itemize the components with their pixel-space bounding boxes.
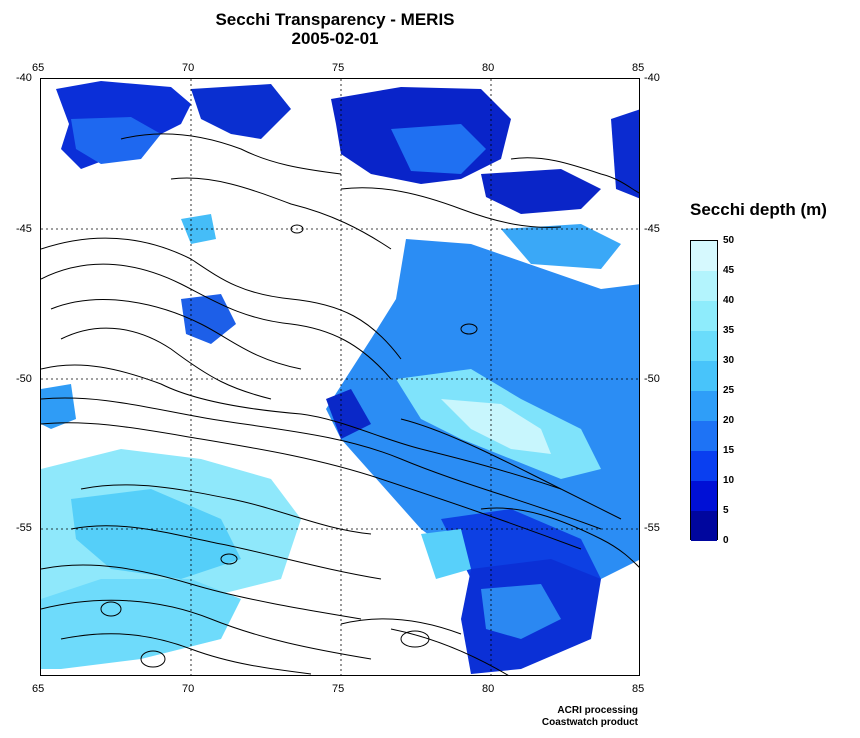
map-canvas[interactable] [40, 78, 640, 676]
colorbar-tick-15: 15 [723, 445, 735, 456]
y-tick-left-45: -45 [16, 223, 32, 235]
colorbar-tick-10: 10 [723, 475, 735, 486]
colorbar-tick-0: 0 [723, 535, 729, 546]
colorbar-tick-50: 50 [723, 235, 735, 246]
x-tick-top-85: 85 [632, 62, 645, 74]
colorbar-tick-35: 35 [723, 325, 735, 336]
colorbar-seg-10-15 [691, 451, 717, 481]
colorbar-seg-15-20 [691, 421, 717, 451]
y-tick-left-50: -50 [16, 373, 32, 385]
ocean-patch-lower-mid [421, 529, 471, 579]
x-tick-bottom-75: 75 [332, 683, 345, 695]
ocean-patch-top-right-2 [391, 124, 486, 174]
swath-dark-left [326, 389, 371, 439]
colorbar-seg-25-30 [691, 361, 717, 391]
gridlines [41, 79, 639, 675]
x-tick-bottom-65: 65 [32, 683, 45, 695]
colorbar-seg-30-35 [691, 331, 717, 361]
colorbar-seg-35-40 [691, 301, 717, 331]
colorbar-seg-0-5 [691, 511, 717, 541]
ocean-patch-top-left-2 [71, 117, 161, 164]
colorbar-tick-40: 40 [723, 295, 735, 306]
y-tick-right-45: -45 [644, 223, 660, 235]
credits: ACRI processing Coastwatch product [520, 705, 638, 729]
credits-processing: ACRI processing [557, 705, 638, 716]
x-tick-top-75: 75 [332, 62, 345, 74]
colorbar-seg-40-45 [691, 271, 717, 301]
ocean-patch-lower-right-2 [481, 584, 561, 639]
x-tick-bottom-85: 85 [632, 683, 645, 695]
ocean-patch-upper-mid [181, 214, 216, 244]
ocean-patch-left-small [41, 384, 76, 429]
x-tick-top-65: 65 [32, 62, 45, 74]
swath-bottom-left [41, 579, 241, 669]
map-svg [41, 79, 639, 675]
ocean-patch-top-mid [191, 84, 291, 139]
map-title-block: Secchi Transparency - MERIS 2005-02-01 [0, 10, 670, 48]
colorbar-tick-20: 20 [723, 415, 735, 426]
ocean-patch-top-right-3 [481, 169, 601, 214]
swath-blue-upper [501, 224, 621, 269]
swath-lighter-core [441, 399, 551, 454]
x-tick-top-80: 80 [482, 62, 495, 74]
credits-product: Coastwatch product [541, 717, 638, 728]
colorbar-tick-30: 30 [723, 355, 735, 366]
colorbar-tick-5: 5 [723, 505, 729, 516]
x-tick-top-70: 70 [182, 62, 195, 74]
ocean-patch-edge-right [611, 109, 639, 199]
colorbar-seg-45-50 [691, 241, 717, 271]
colorbar-tick-25: 25 [723, 385, 735, 396]
y-tick-left-55: -55 [16, 522, 32, 534]
y-tick-right-50: -50 [644, 373, 660, 385]
colorbar-seg-20-25 [691, 391, 717, 421]
y-tick-left-40: -40 [16, 72, 32, 84]
legend-title: Secchi depth (m) [690, 200, 827, 219]
y-tick-right-40: -40 [644, 72, 660, 84]
x-tick-bottom-80: 80 [482, 683, 495, 695]
bathymetry-contours [41, 133, 639, 675]
swath-lower-left-2 [71, 489, 241, 579]
y-tick-right-55: -55 [644, 522, 660, 534]
colorbar-tick-45: 45 [723, 265, 735, 276]
map-date: 2005-02-01 [291, 29, 379, 48]
ocean-patch-mid-left [181, 294, 236, 344]
colorbar-seg-5-10 [691, 481, 717, 511]
colorbar [690, 240, 718, 541]
x-tick-bottom-70: 70 [182, 683, 195, 695]
map-title: Secchi Transparency - MERIS [215, 10, 455, 29]
